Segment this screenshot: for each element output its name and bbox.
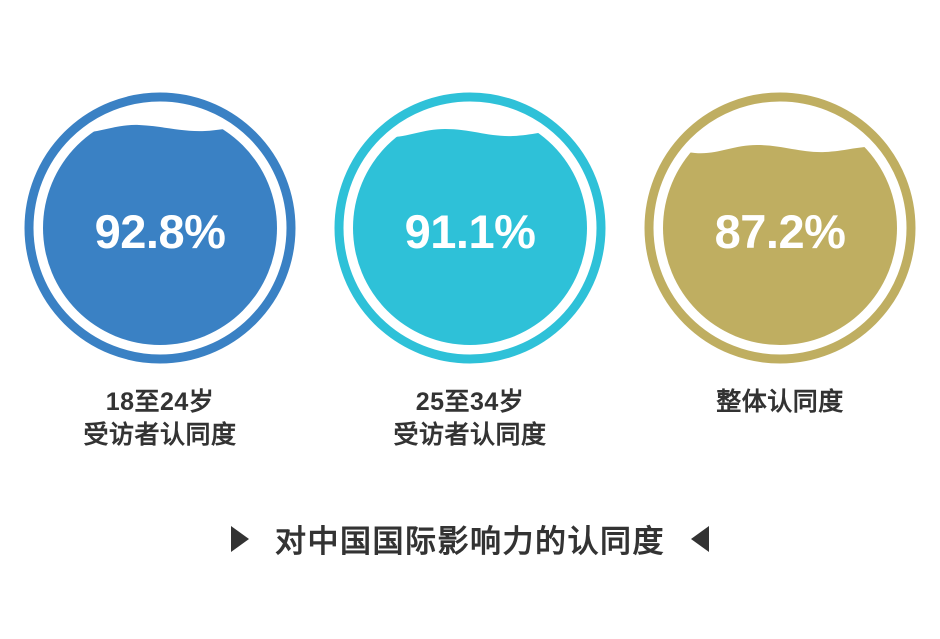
triangle-left-icon xyxy=(691,525,709,552)
gauge-overall: 87.2% xyxy=(643,88,917,368)
gauge-label-row: 18至24岁 受访者认同度 25至34岁 受访者认同度 整体认同度 xyxy=(0,386,940,452)
gauge-18-24-liquid xyxy=(43,124,277,345)
gauge-25-34: 91.1% xyxy=(333,88,607,368)
triangle-right-icon xyxy=(231,525,249,552)
gauge-18-24-graphic xyxy=(24,92,296,364)
gauge-label-overall-line1: 整体认同度 xyxy=(716,388,844,416)
gauge-18-24: 92.8% xyxy=(23,88,297,368)
gauge-label-25-34-line1: 25至34岁 xyxy=(415,388,525,416)
gauge-overall-liquid xyxy=(663,145,897,345)
gauge-label-25-34: 25至34岁 受访者认同度 xyxy=(333,386,607,452)
gauge-overall-outer-ring xyxy=(644,92,916,364)
gauge-label-18-24: 18至24岁 受访者认同度 xyxy=(23,386,297,452)
gauge-label-18-24-line2: 受访者认同度 xyxy=(83,421,237,449)
gauge-overall-graphic xyxy=(644,92,916,364)
gauge-label-overall: 整体认同度 xyxy=(643,386,917,452)
chart-title: 对中国国际影响力的认同度 xyxy=(275,524,665,559)
gauge-label-25-34-line2: 受访者认同度 xyxy=(393,421,547,449)
gauge-18-24-outer-ring xyxy=(24,92,296,364)
gauge-label-18-24-line1: 18至24岁 xyxy=(105,388,215,416)
gauge-25-34-liquid xyxy=(353,129,587,345)
gauge-25-34-graphic xyxy=(334,92,606,364)
gauge-row: 92.8% 91.1% xyxy=(0,88,940,378)
chart-title-bar: 对中国国际影响力的认同度 xyxy=(0,516,940,561)
gauge-25-34-outer-ring xyxy=(334,92,606,364)
